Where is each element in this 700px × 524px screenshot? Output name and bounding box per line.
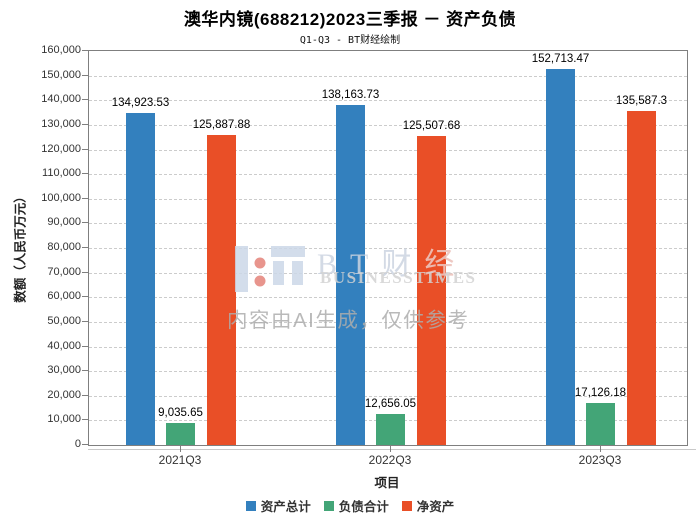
y-tick-label: 150,000 [41,68,81,81]
bar-value-label: 135,587.3 [615,95,668,107]
y-tick-mark [82,148,88,150]
y-tick-mark [82,419,88,421]
gridline [89,248,687,249]
gridline [89,223,687,225]
y-tick-label: 0 [74,438,81,450]
y-tick-label: 140,000 [41,93,81,106]
y-tick-mark [82,173,88,175]
bar-2022Q3-s0 [336,105,365,445]
bar-value-label: 125,507.68 [402,120,461,132]
legend-label: 资产总计 [260,500,311,514]
y-tick-label: 120,000 [41,142,81,155]
gridline [89,198,687,200]
y-tick-mark [82,50,88,51]
bar-value-label: 125,887.88 [192,119,251,131]
legend-swatch [401,500,412,511]
y-tick-mark [82,271,88,273]
legend-item: 净资产 [401,496,455,515]
x-tick-mark [390,446,391,452]
y-tick-label: 90,000 [47,216,81,229]
y-tick-mark [82,394,88,396]
bar-2021Q3-s1 [166,423,195,445]
y-tick-label: 100,000 [41,191,81,204]
x-axis-title: 项目 [374,476,400,490]
y-tick-label: 110,000 [42,167,81,180]
x-tick-mark [180,446,181,452]
bar-2021Q3-s0 [126,113,155,445]
gridline [89,272,687,274]
y-tick-label: 130,000 [41,117,81,130]
bar-value-label: 9,035.65 [158,407,203,419]
legend-label: 负债合计 [338,500,389,514]
y-tick-label: 50,000 [47,314,81,327]
chart-title: 澳华内镜(688212)2023三季报 － 资产负债 [183,10,517,29]
chart-subtitle: Q1-Q3 - BT财经绘制 [299,35,401,46]
y-tick-mark [82,247,88,248]
x-axis-line [88,449,696,450]
y-tick-label: 160,000 [41,44,81,56]
bar-value-label: 17,126.18 [574,387,627,399]
legend-item: 资产总计 [245,496,311,515]
x-tick-label: 2021Q3 [158,453,202,467]
y-tick-label: 60,000 [47,290,81,303]
gridline [89,174,687,176]
gridline [89,100,687,102]
x-tick-label: 2022Q3 [368,453,412,467]
gridline [89,124,687,126]
gridline [89,346,687,348]
bar-2021Q3-s2 [207,135,236,445]
legend: 资产总计 负债合计 净资产 [0,496,700,515]
bar-2023Q3-s2 [627,111,656,445]
y-tick-label: 40,000 [47,339,81,352]
watermark-brand-cn-part1: BT财 [317,248,425,281]
gridline [89,149,687,151]
bar-2022Q3-s1 [376,414,405,445]
bar-value-label: 12,656.05 [364,398,417,410]
gridline [89,395,687,397]
bt-businesstimes-logo-icon [235,246,305,292]
bar-2023Q3-s1 [586,403,615,445]
y-tick-label: 20,000 [47,388,81,401]
y-tick-mark [82,296,88,298]
legend-item: 负债合计 [323,496,389,515]
gridline [89,75,687,77]
y-tick-label: 80,000 [47,241,81,253]
y-tick-mark [82,444,88,445]
gridline [89,297,687,299]
gridline [89,321,687,323]
y-tick-label: 10,000 [47,413,81,426]
legend-swatch [245,500,256,511]
y-tick-mark [82,222,88,224]
x-tick-label: 2023Q3 [578,453,622,467]
y-tick-mark [82,197,88,199]
y-tick-mark [82,320,88,322]
gridline [89,371,687,373]
legend-swatch [323,500,334,511]
bar-2023Q3-s0 [546,69,575,445]
bar-value-label: 134,923.53 [111,97,170,109]
y-tick-label: 70,000 [47,265,81,278]
bar-value-label: 152,713.47 [531,53,590,65]
y-tick-mark [82,74,88,76]
legend-label: 净资产 [416,500,455,514]
plot-area: 134,923.53 138,163.73 152,713.47 9,035.65 12… [88,50,688,446]
x-tick-mark [600,446,601,452]
y-tick-label: 30,000 [47,364,81,377]
bar-value-label: 138,163.73 [321,89,380,101]
y-tick-mark [82,370,88,372]
y-tick-mark [82,123,88,125]
y-tick-mark [82,345,88,347]
bar-2022Q3-s2 [417,136,446,445]
y-tick-mark [82,99,88,101]
